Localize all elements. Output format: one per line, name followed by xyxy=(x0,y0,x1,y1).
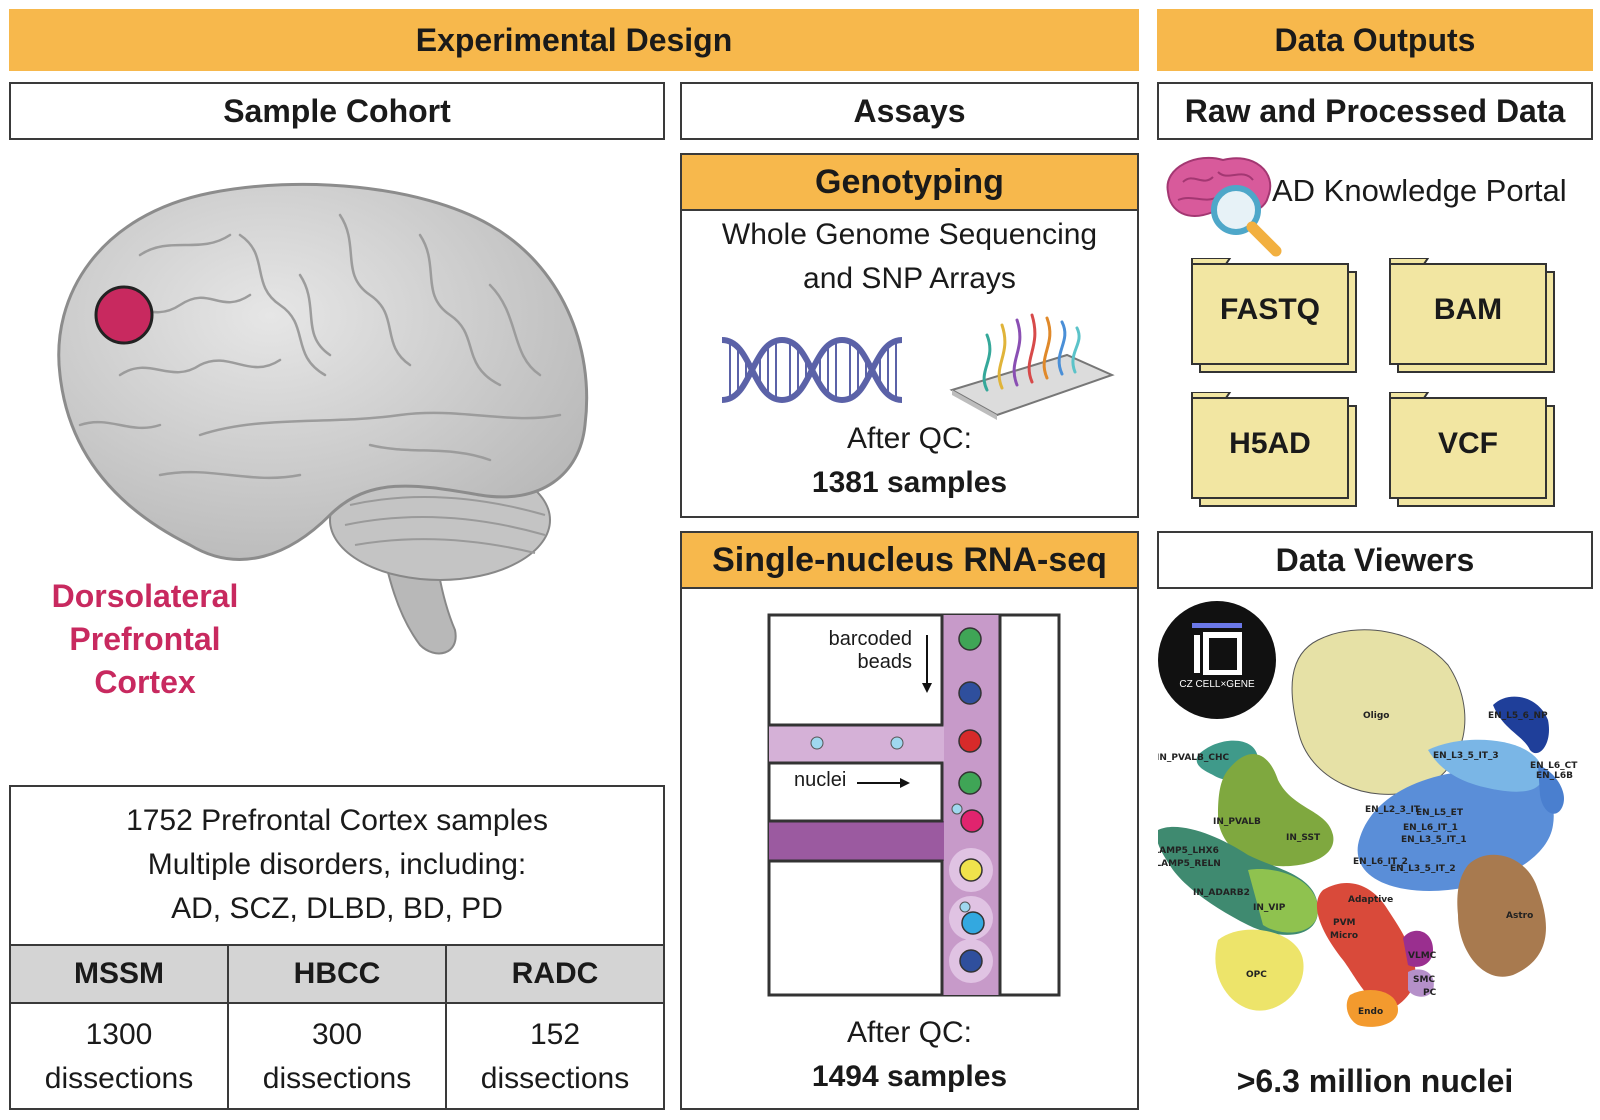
label-pvm: PVM xyxy=(1333,918,1356,928)
label-in-pvalb-chc: IN_PVALB_CHC xyxy=(1158,753,1230,763)
label-en-l6-it-2: EN_L6_IT_2 xyxy=(1353,857,1408,867)
label-pc: PC xyxy=(1423,988,1437,998)
label-in-lamp5-reln: IN_LAMP5_RELN xyxy=(1158,859,1221,869)
brain-illustration xyxy=(57,182,589,655)
label-en-l5-6-np: EN_L5_6_NP xyxy=(1488,711,1548,721)
nuclei-label: nuclei xyxy=(794,769,847,791)
label-en-l6b: EN_L6B xyxy=(1536,771,1573,781)
brain-search-icon xyxy=(1166,156,1282,257)
assays-title: Assays xyxy=(680,82,1139,140)
label-in-adarb2: IN_ADARB2 xyxy=(1193,888,1250,898)
cohort-summary-box: 1752 Prefrontal Cortex samples Multiple … xyxy=(9,785,665,1110)
dna-icon xyxy=(722,336,902,404)
folder-icon xyxy=(1191,258,1357,373)
region-label: Dorsolateral Prefrontal Cortex xyxy=(51,578,239,700)
folder-icon xyxy=(1389,392,1555,507)
label-micro: Micro xyxy=(1330,931,1358,941)
label-en-l6-ct: EN_L6_CT xyxy=(1530,761,1578,771)
snrnaseq-title: Single-nucleus RNA-seq xyxy=(682,533,1137,589)
snrnaseq-qc-value: 1494 samples xyxy=(811,1060,1008,1093)
label-en-l3-5-it-2: EN_L3_5_IT_2 xyxy=(1390,864,1456,874)
cellxgene-glyph xyxy=(1192,623,1242,675)
portal-label: AD Knowledge Portal xyxy=(1272,173,1567,208)
genotyping-title: Genotyping xyxy=(682,155,1137,211)
folder-bam[interactable]: BAM xyxy=(1388,258,1558,376)
data-outputs-header: Data Outputs xyxy=(1157,9,1593,71)
nuclei-summary: >6.3 million nuclei xyxy=(1236,1063,1514,1099)
genotyping-description: Whole Genome Sequencing and SNP Arrays xyxy=(721,218,1098,295)
label-in-vip: IN_VIP xyxy=(1253,903,1286,913)
label-en-l3-5-it-1: EN_L3_5_IT_1 xyxy=(1401,835,1467,845)
folder-label-vcf: VCF xyxy=(1438,427,1498,460)
folder-h5ad[interactable]: H5AD xyxy=(1190,392,1360,510)
folder-icon xyxy=(1191,392,1357,507)
label-endo: Endo xyxy=(1358,1007,1383,1017)
raw-processed-title: Raw and Processed Data xyxy=(1157,82,1593,140)
genotyping-qc: After QC: 1381 samples xyxy=(682,417,1137,505)
label-in-pvalb: IN_PVALB xyxy=(1213,817,1261,827)
label-in-lamp5-lhx6: IN_LAMP5_LHX6 xyxy=(1158,846,1219,856)
genotyping-qc-value: 1381 samples xyxy=(811,466,1008,499)
table-cell-mssm: 1300 dissections xyxy=(11,1004,229,1110)
snrnaseq-qc: After QC: 1494 samples xyxy=(682,1011,1137,1099)
folder-fastq[interactable]: FASTQ xyxy=(1190,258,1360,376)
table-header-radc: RADC xyxy=(447,946,663,1004)
folder-label-h5ad: H5AD xyxy=(1229,427,1311,460)
genotyping-panel: Genotyping Whole Genome Sequencing and S… xyxy=(680,153,1139,518)
label-opc: OPC xyxy=(1246,970,1267,980)
folder-icon xyxy=(1389,258,1555,373)
label-adaptive: Adaptive xyxy=(1348,895,1393,905)
table-header-hbcc: HBCC xyxy=(229,946,447,1004)
label-smc: SMC xyxy=(1413,975,1435,985)
cellxgene-text: CZ CELL×GENE xyxy=(1179,679,1255,690)
dlpfc-marker xyxy=(94,285,154,345)
sample-cohort-title: Sample Cohort xyxy=(9,82,665,140)
label-en-l3-5-it-3: EN_L3_5_IT_3 xyxy=(1433,751,1499,761)
cohort-table: MSSM HBCC RADC 1300 dissections 300 diss… xyxy=(11,944,663,1110)
snp-array-icon xyxy=(949,313,1115,420)
umap-plot: Oligo EN_L5_6_NP IN_PVALB_CHC IN_PVALB I… xyxy=(1158,629,1578,1027)
label-in-sst: IN_SST xyxy=(1286,833,1321,843)
folder-vcf[interactable]: VCF xyxy=(1388,392,1558,510)
table-header-mssm: MSSM xyxy=(11,946,229,1004)
beads-label: barcoded beads xyxy=(828,628,912,673)
table-cell-hbcc: 300 dissections xyxy=(229,1004,447,1110)
folder-label-fastq: FASTQ xyxy=(1219,293,1320,326)
label-en-l6-it-1: EN_L6_IT_1 xyxy=(1403,823,1458,833)
data-viewers-title: Data Viewers xyxy=(1157,531,1593,589)
label-oligo: Oligo xyxy=(1363,711,1389,721)
microfluidics-diagram xyxy=(767,613,1061,997)
label-en-l5-et: EN_L5_ET xyxy=(1416,808,1464,818)
label-astro: Astro xyxy=(1506,911,1533,921)
snrnaseq-panel: Single-nucleus RNA-seq xyxy=(680,531,1139,1110)
label-en-l2-3-it: EN_L2_3_IT xyxy=(1365,805,1421,815)
label-vlmc: VLMC xyxy=(1408,951,1437,961)
folder-label-bam: BAM xyxy=(1433,293,1503,326)
table-cell-radc: 152 dissections xyxy=(480,1018,630,1095)
cellxgene-logo[interactable]: CZ CELL×GENE xyxy=(1158,601,1276,719)
cohort-summary-text: 1752 Prefrontal Cortex samples Multiple … xyxy=(126,804,548,925)
experimental-design-header: Experimental Design xyxy=(9,9,1139,71)
